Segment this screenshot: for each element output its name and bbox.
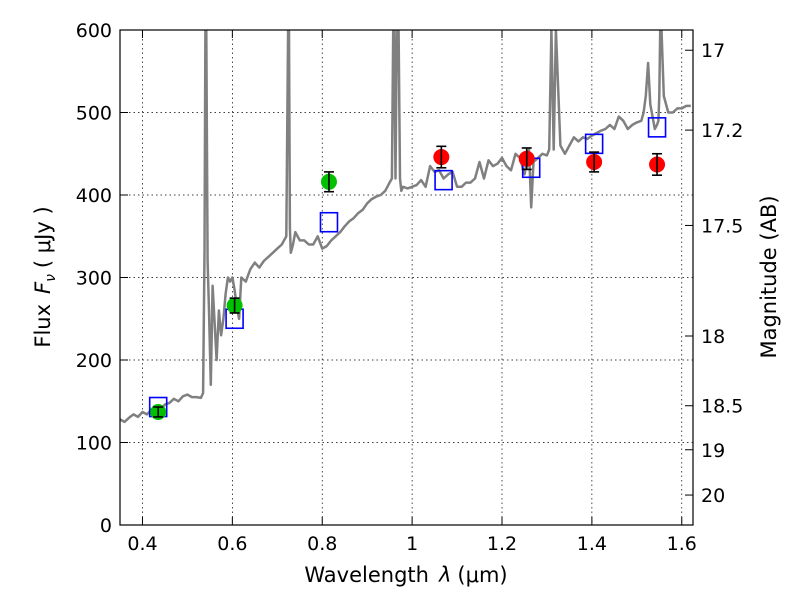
model-square-point (647, 117, 667, 138)
y2-tick-label: 17 (701, 40, 725, 62)
y-tick-label: 0 (100, 515, 112, 537)
x-tick-label: 0.6 (217, 533, 247, 555)
y-tick-label: 300 (76, 268, 112, 290)
y-tick-label: 400 (76, 185, 112, 207)
y2-tick-label: 17.5 (701, 215, 743, 237)
spectrum-layer (120, 30, 691, 424)
model-square-point (319, 211, 339, 233)
spectrum-line (120, 30, 691, 424)
x-axis-label: Wavelength λ (μm) (304, 563, 507, 587)
points-layer (148, 117, 667, 420)
y-axis-label: FluxFν( μJy ) (31, 206, 59, 347)
y-tick-label: 200 (76, 350, 112, 372)
y2-axis-label: Magnitude (AB) (757, 195, 781, 358)
y2-tick-label: 17.2 (701, 120, 743, 142)
model-square-point (434, 169, 453, 191)
x-tick-label: 1.2 (487, 533, 517, 555)
x-tick-label: 1.4 (577, 533, 607, 555)
y-axis: 0 100 200 300 400 500 600 (76, 20, 128, 537)
y-tick-label: 500 (76, 103, 112, 125)
x-tick-label: 1 (406, 533, 418, 555)
y2-tick-label: 19 (701, 440, 725, 462)
x-tick-label: 0.4 (127, 533, 157, 555)
x-axis: 0.4 0.6 0.8 1 1.2 1.4 1.6 (127, 30, 697, 555)
y2-tick-label: 20 (701, 485, 725, 507)
y-tick-label: 100 (76, 433, 112, 455)
y2-tick-label: 18.5 (701, 396, 743, 418)
x-tick-label: 0.8 (307, 533, 337, 555)
y2-tick-label: 18 (701, 326, 725, 348)
y2-axis: 17 17.2 17.5 18 18.5 19 20 (685, 40, 743, 507)
y-tick-label: 600 (76, 20, 112, 42)
x-tick-label: 1.6 (667, 533, 697, 555)
